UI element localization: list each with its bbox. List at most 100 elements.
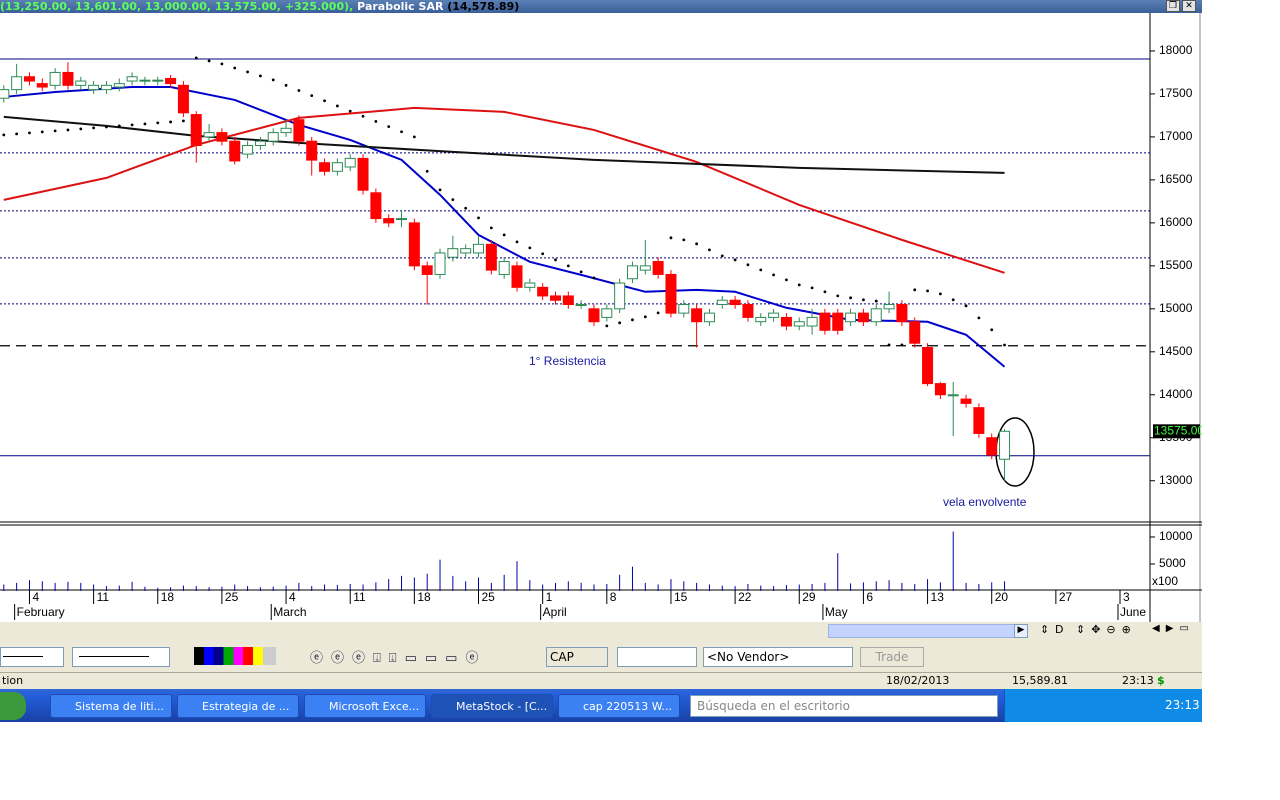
sar-dot xyxy=(1003,343,1006,347)
x-tick-label: 29 xyxy=(802,590,816,604)
sar-dot xyxy=(926,289,929,293)
candle-body xyxy=(934,383,946,396)
candle-body xyxy=(549,295,561,301)
y-tick-label: 14500 xyxy=(1159,344,1193,358)
close-button[interactable]: ✕ xyxy=(1182,0,1196,12)
sar-dot xyxy=(554,258,557,262)
taskbar-item[interactable]: Sistema de liti... xyxy=(50,694,172,718)
sar-dot xyxy=(900,343,904,347)
candle-body xyxy=(562,295,574,306)
header-indicator: Parabolic SAR xyxy=(357,0,444,13)
sar-dot xyxy=(400,130,403,134)
y-tick-label: 16500 xyxy=(1159,172,1193,186)
candle-body xyxy=(870,308,882,323)
y-tick-label: 14000 xyxy=(1159,387,1193,401)
y-tick-label: 15500 xyxy=(1159,258,1193,272)
candle-body xyxy=(126,76,138,82)
y-tick-label: 17000 xyxy=(1159,129,1193,143)
candle-body xyxy=(49,71,61,86)
candle-body xyxy=(306,140,318,161)
taskbar-item[interactable]: Microsoft Exce... xyxy=(304,694,426,718)
candle-body xyxy=(254,140,266,147)
month-label: April xyxy=(543,605,567,619)
sar-dot xyxy=(246,70,249,74)
restore-button[interactable]: ❐ xyxy=(1166,0,1180,12)
sar-dot xyxy=(951,298,955,302)
indicator-line xyxy=(3,106,1005,274)
candle-body xyxy=(909,321,921,344)
y-tick-label: 15000 xyxy=(1159,301,1193,315)
sar-dot xyxy=(361,114,365,118)
candle-body xyxy=(729,299,741,306)
symbol-field[interactable]: CAP xyxy=(546,647,608,667)
start-button[interactable] xyxy=(0,692,26,720)
candle-body xyxy=(626,265,638,280)
chart: 1300013500140001450015000155001600016500… xyxy=(0,13,1202,622)
candle-body xyxy=(832,312,844,331)
candle-body xyxy=(742,304,754,318)
sar-dot xyxy=(310,94,314,98)
candle-body xyxy=(857,312,869,323)
sar-dot xyxy=(271,78,275,82)
candle-body xyxy=(716,299,728,306)
taskbar-item[interactable]: Estrategia de ... xyxy=(177,694,299,718)
nav-arrows[interactable]: ◀▶▭ xyxy=(1152,623,1195,634)
y-tick-label: 13000 xyxy=(1159,473,1193,487)
candle-body xyxy=(896,304,908,323)
indicator-line xyxy=(3,115,1005,174)
line-style-select[interactable] xyxy=(0,647,64,667)
nav-label[interactable]: D xyxy=(1055,623,1064,636)
y-tick-label: 17500 xyxy=(1159,86,1193,100)
candle-body xyxy=(447,248,459,258)
tool-icons[interactable]: ⓔⓔⓔ⍗⍗▭▭▭ⓔ xyxy=(310,651,487,666)
price-axis-panel xyxy=(1150,13,1202,590)
volume-tick-label: 5000 xyxy=(1159,556,1186,570)
desktop-search[interactable]: Búsqueda en el escritorio xyxy=(690,695,998,717)
candle-body xyxy=(396,218,408,221)
candle-body xyxy=(588,308,600,323)
line-width-select[interactable] xyxy=(72,647,170,667)
scroll-right[interactable]: ▶ xyxy=(1014,624,1028,638)
sar-dot xyxy=(387,125,391,128)
sar-dot xyxy=(220,62,224,66)
candle-body xyxy=(152,79,164,82)
taskbar-item[interactable]: cap 220513 W... xyxy=(558,694,680,718)
sar-dot xyxy=(643,315,647,319)
x-tick-label: 25 xyxy=(482,590,496,604)
vendor-select[interactable]: <No Vendor> xyxy=(703,647,853,667)
taskbar: Búsqueda en el escritorio 23:13 Sistema … xyxy=(0,689,1202,722)
x-tick-label: 3 xyxy=(1123,590,1130,604)
candle-body xyxy=(113,83,125,88)
chart-tools[interactable]: ⇕ xyxy=(1040,623,1050,636)
sar-dot xyxy=(348,109,352,113)
trade-button[interactable]: Trade xyxy=(860,647,924,667)
sar-dot xyxy=(182,119,185,123)
clock: 23:13 xyxy=(1165,698,1200,712)
symbol-select[interactable] xyxy=(617,647,697,667)
status-bar: tion 18/02/2013 15,589.81 23:13 $ xyxy=(0,672,1202,689)
sar-dot xyxy=(2,133,6,137)
sar-dot xyxy=(374,120,378,123)
scrollbar[interactable] xyxy=(828,624,1028,638)
x-tick-label: 11 xyxy=(97,590,110,604)
sar-dot xyxy=(605,324,609,328)
sar-dot xyxy=(720,254,724,258)
candle-body xyxy=(344,157,356,168)
status-currency: $ xyxy=(1157,674,1165,687)
candle-body xyxy=(75,80,87,86)
sar-dot xyxy=(515,240,519,244)
sar-dot xyxy=(297,89,301,92)
scroll-row: ▶ ⇕ D ⇕✥⊖⊕ ◀▶▭ xyxy=(0,622,1202,640)
candle-body xyxy=(601,308,613,318)
zoom-tools[interactable]: ⇕✥⊖⊕ xyxy=(1076,623,1137,636)
y-tick-label: 18000 xyxy=(1159,43,1193,57)
header-indicator-value: (14,578.89) xyxy=(447,0,520,13)
sar-dot xyxy=(79,127,83,131)
candle-body xyxy=(793,321,805,327)
taskbar-item[interactable]: MetaStock - [C... xyxy=(431,694,553,718)
candle-body xyxy=(0,89,10,99)
color-palette[interactable] xyxy=(194,647,276,665)
sar-dot xyxy=(53,129,57,133)
volume-unit: x100 xyxy=(1152,574,1178,588)
